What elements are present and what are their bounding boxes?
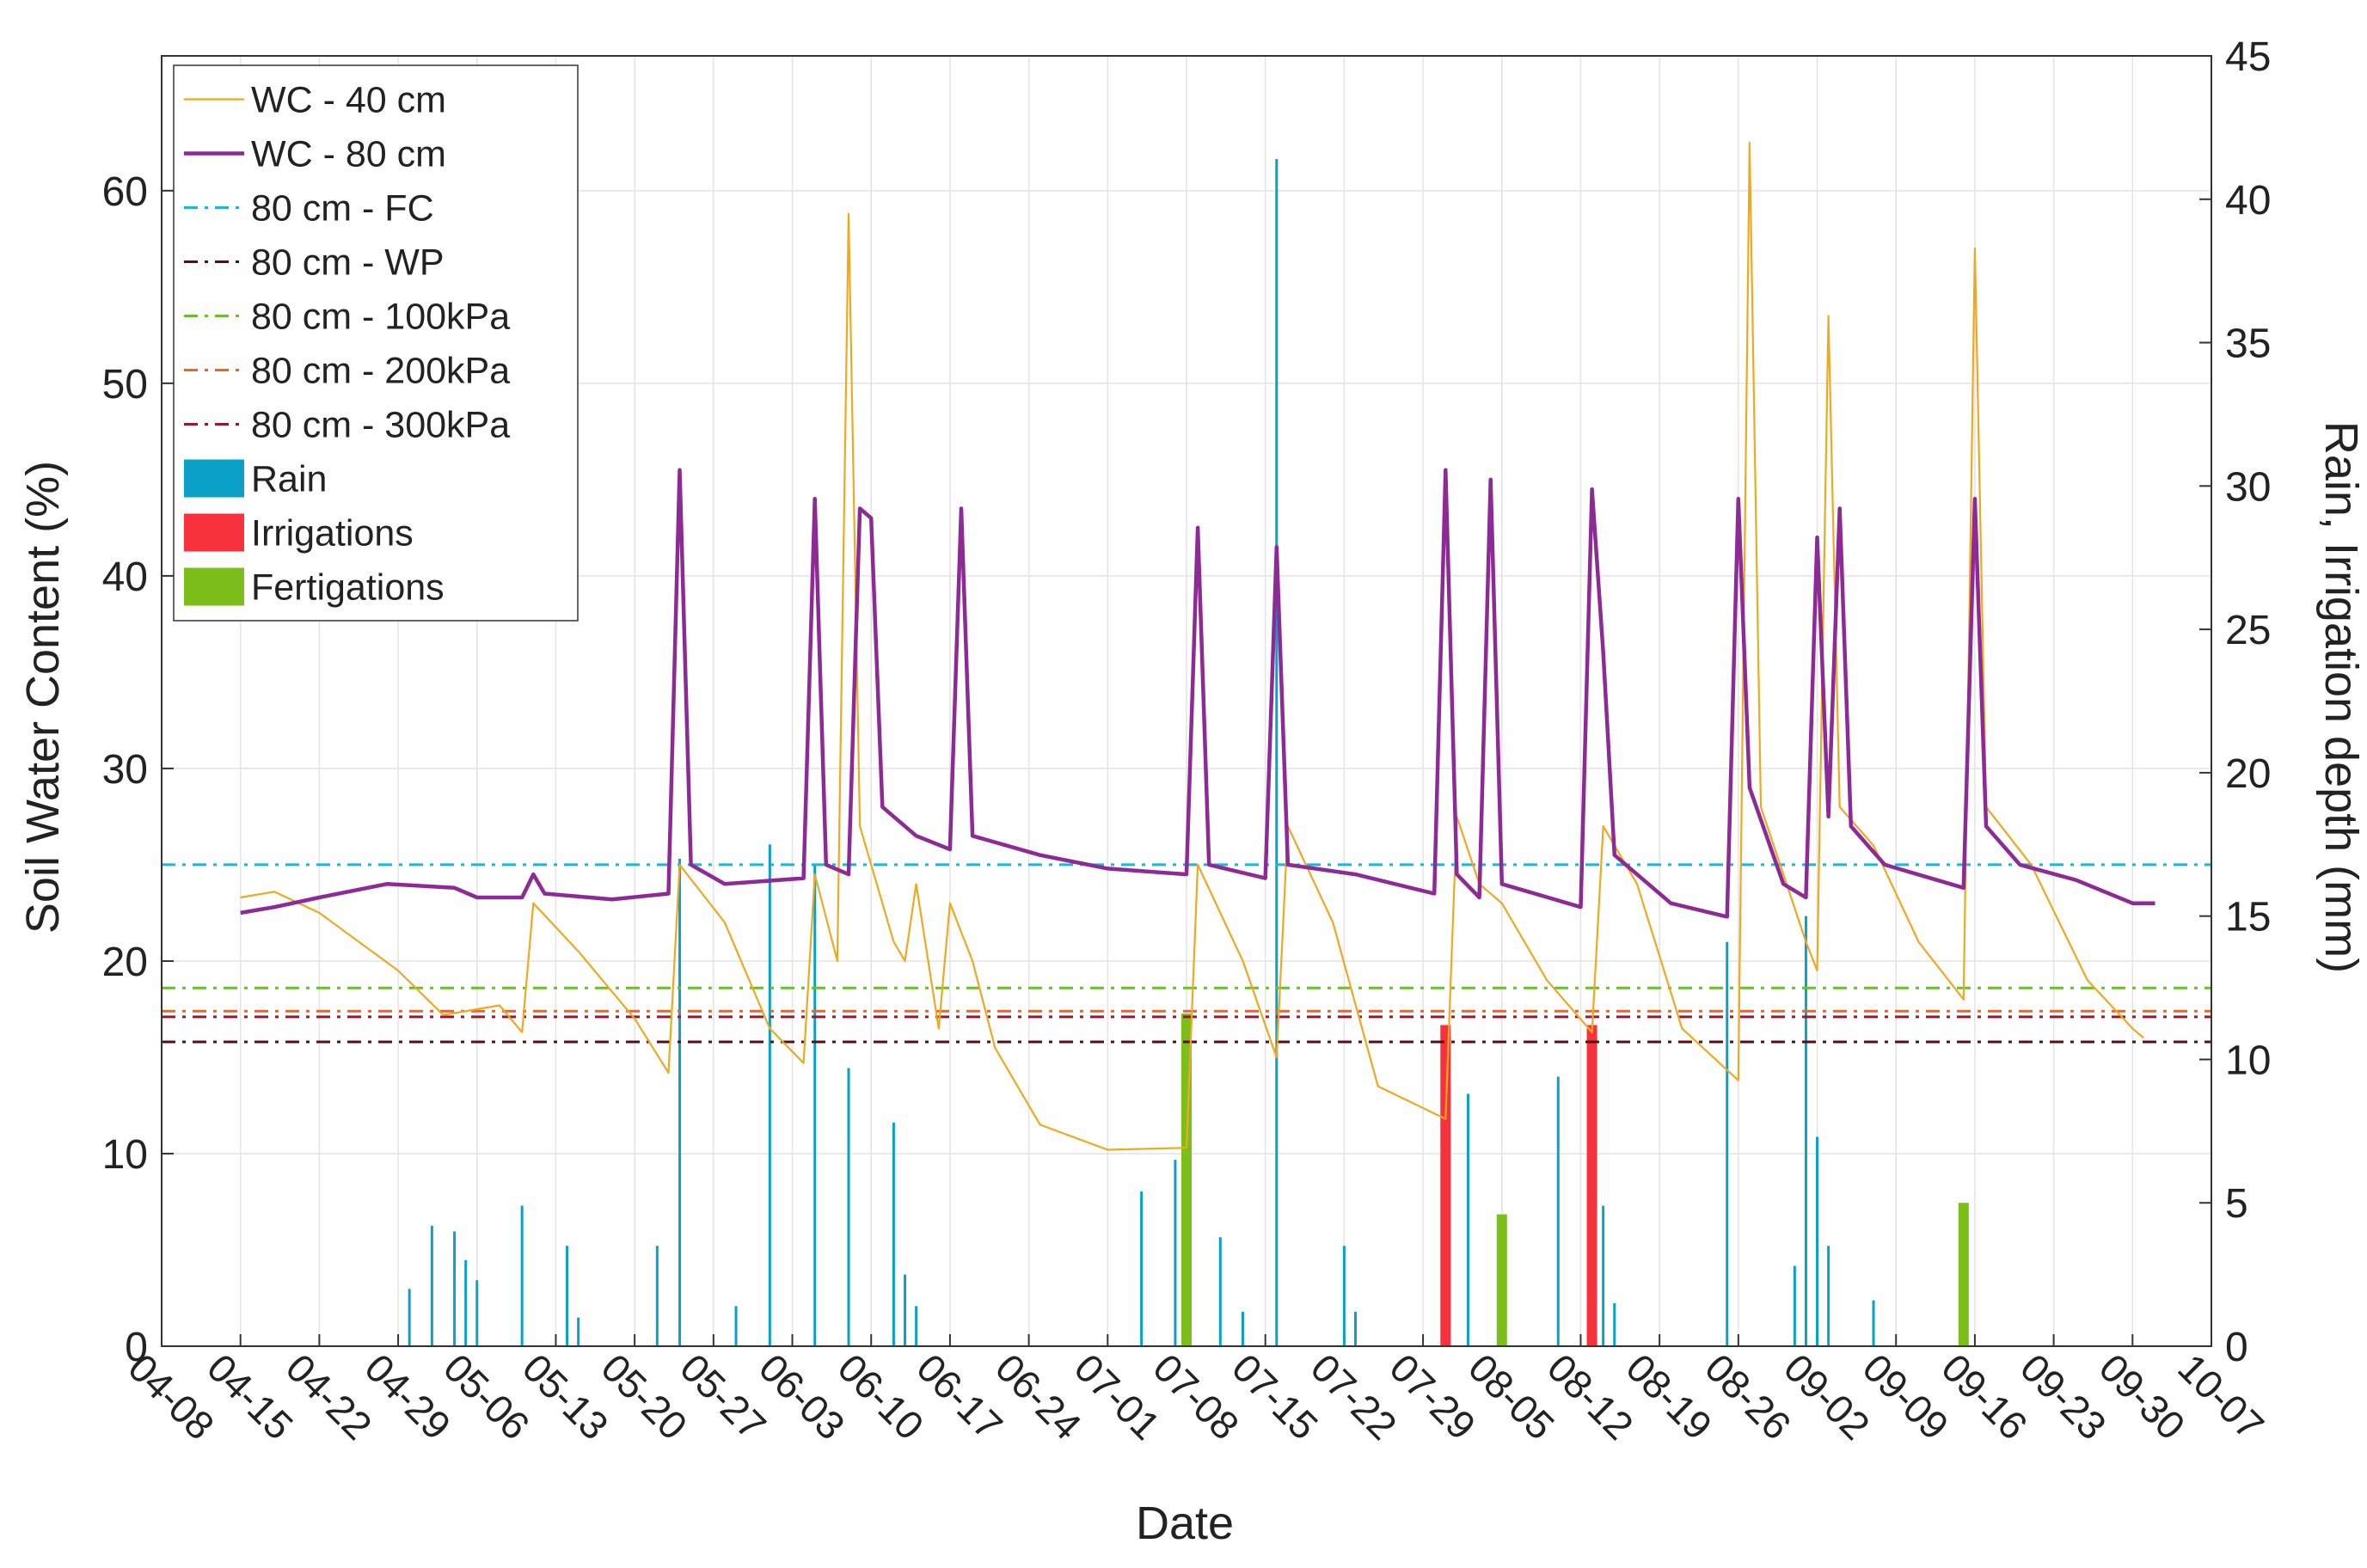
bar (566, 1246, 569, 1346)
y2-tick-label: 35 (2225, 322, 2271, 367)
bar (475, 1280, 479, 1346)
legend-swatch (184, 459, 244, 498)
legend: WC - 40 cm WC - 80 cm 80 cm - FC 80 cm - WP… (173, 64, 579, 622)
legend-label: 80 cm - 200kPa (251, 351, 510, 392)
legend-label: WC - 80 cm (251, 134, 446, 175)
bar (655, 1246, 659, 1346)
legend-label: 80 cm - WP (251, 242, 445, 284)
bar (904, 1274, 907, 1346)
legend-label: WC - 40 cm (251, 80, 446, 121)
bar (1440, 1025, 1451, 1346)
bar (1174, 1160, 1177, 1346)
y-tick-label: 0 (125, 1325, 148, 1370)
legend-label: 80 cm - FC (251, 188, 434, 230)
bar (520, 1205, 524, 1346)
line-series (240, 468, 2155, 919)
legend-label: 80 cm - 300kPa (251, 405, 510, 446)
y2-tick-label: 10 (2225, 1038, 2271, 1083)
bar (1218, 1237, 1222, 1346)
bar (1353, 1311, 1357, 1346)
y2-axis-label: Rain, Irrigation depth (mm) (2315, 421, 2367, 973)
bar (1342, 1246, 1346, 1346)
bar (453, 1231, 457, 1346)
y-axis-label: Soil Water Content (%) (17, 461, 69, 934)
y2-tick-label: 45 (2225, 34, 2271, 80)
bar (1958, 1203, 1969, 1346)
legend-swatch (184, 513, 244, 552)
bar (1586, 1025, 1597, 1346)
line-series (240, 141, 2145, 1151)
bar (1827, 1246, 1830, 1346)
bar (408, 1289, 411, 1346)
bar (1613, 1302, 1616, 1346)
x-axis-label: Date (1136, 1498, 1234, 1549)
bar (734, 1306, 738, 1346)
bar (1816, 1136, 1819, 1346)
y-tick-label: 60 (102, 169, 148, 215)
y2-tick-label: 5 (2225, 1181, 2248, 1227)
plot-frame (161, 55, 2212, 1347)
bar (1793, 1265, 1796, 1346)
y-tick-label: 30 (102, 747, 148, 793)
bar (1466, 1093, 1469, 1346)
legend-label: Irrigations (251, 513, 414, 554)
bar (1726, 941, 1729, 1346)
y2-tick-label: 25 (2225, 608, 2271, 653)
bar (464, 1259, 468, 1346)
legend-label: 80 cm - 100kPa (251, 297, 510, 338)
bar (1556, 1076, 1560, 1346)
bar (813, 864, 817, 1346)
legend-swatch (184, 567, 244, 606)
bar (678, 858, 682, 1346)
y2-tick-label: 0 (2225, 1325, 2248, 1370)
y-tick-label: 20 (102, 940, 148, 985)
bar (1872, 1300, 1875, 1346)
y2-tick-label: 20 (2225, 751, 2271, 797)
y-tick-label: 40 (102, 554, 148, 600)
bar (577, 1317, 580, 1346)
y2-tick-label: 15 (2225, 895, 2271, 940)
y2-tick-label: 30 (2225, 464, 2271, 510)
y-tick-label: 10 (102, 1132, 148, 1178)
bar (1140, 1191, 1144, 1346)
y-tick-label: 50 (102, 362, 148, 407)
bar (915, 1306, 918, 1346)
bar (1602, 1205, 1605, 1346)
y2-tick-label: 40 (2225, 178, 2271, 224)
bar (1241, 1311, 1244, 1346)
bar (430, 1225, 433, 1346)
bar (1804, 916, 1807, 1346)
bar (1275, 159, 1279, 1347)
bar (892, 1122, 895, 1346)
bar (1496, 1214, 1507, 1346)
legend-label: Rain (251, 459, 327, 500)
bar (768, 844, 771, 1346)
legend-label: Fertigations (251, 567, 445, 609)
bar (847, 1068, 850, 1346)
